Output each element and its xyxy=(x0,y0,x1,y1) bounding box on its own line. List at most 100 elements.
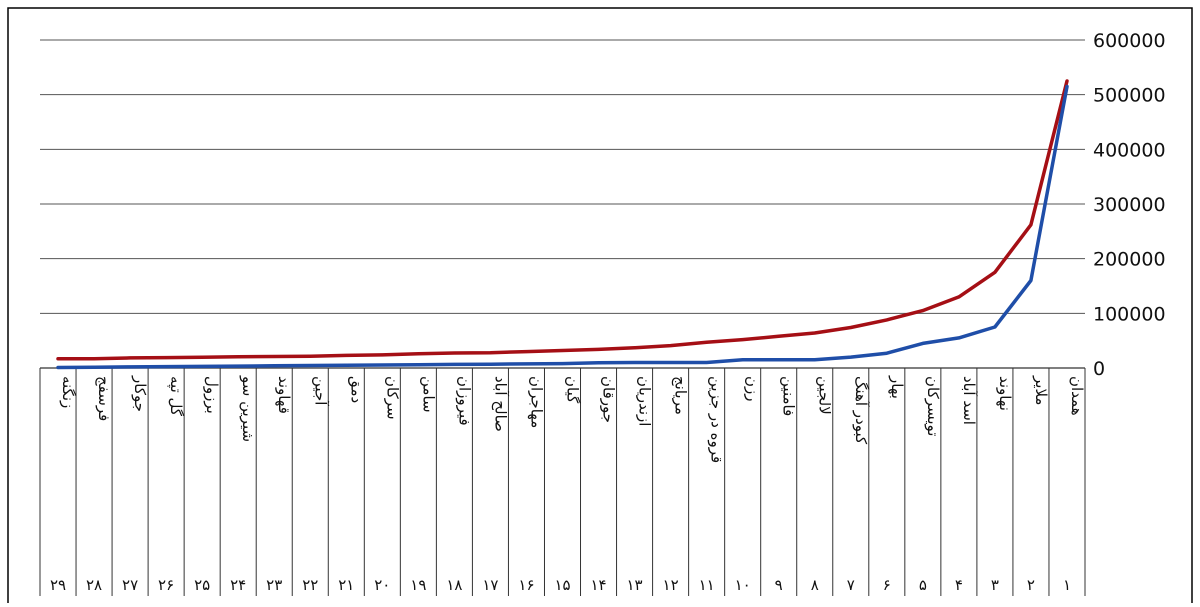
data-point xyxy=(309,364,312,367)
data-point xyxy=(165,356,167,359)
category-label: اسد آباد xyxy=(960,376,978,425)
data-point xyxy=(165,365,167,368)
data-point xyxy=(309,355,312,358)
rank-label: ۱۳ xyxy=(627,576,643,594)
data-point xyxy=(633,361,636,364)
data-point xyxy=(705,341,708,344)
category-label: دمق xyxy=(347,376,365,403)
rank-label: ۱۱ xyxy=(699,576,715,594)
rank-label: ۱۲ xyxy=(663,576,679,594)
data-point xyxy=(201,356,203,359)
data-point xyxy=(777,335,780,338)
category-label: ازندریان xyxy=(636,376,654,426)
data-point xyxy=(381,364,384,366)
rank-label: ۴ xyxy=(955,576,963,594)
data-point xyxy=(994,271,996,274)
rank-label: ۷ xyxy=(847,576,855,594)
data-point xyxy=(489,351,492,354)
rank-label: ۱۹ xyxy=(410,576,426,594)
category-table: همدان ۱ ملایر ۲ نهاوند ۳ اسد آباد ۴ تویسرکان ۵ بها… xyxy=(39,368,1086,596)
data-point xyxy=(922,309,924,312)
y-tick-label: 300000 xyxy=(1093,194,1166,216)
rank-label: ۵ xyxy=(919,576,927,594)
data-point xyxy=(1066,85,1068,88)
rank-label: ۲۵ xyxy=(194,576,210,594)
data-point xyxy=(922,342,924,345)
rank-label: ۲۸ xyxy=(86,576,102,594)
category-label: لالجین xyxy=(816,376,834,415)
rank-label: ۲۴ xyxy=(230,576,246,594)
chart-frame xyxy=(7,7,1193,607)
data-point xyxy=(237,365,239,367)
data-point xyxy=(561,349,564,352)
data-point xyxy=(57,357,59,360)
data-point xyxy=(886,319,888,321)
data-point xyxy=(633,346,636,349)
data-point xyxy=(741,338,744,341)
data-point xyxy=(886,352,888,355)
data-point xyxy=(705,361,708,364)
category-label: ملایر xyxy=(1032,375,1050,405)
data-point xyxy=(669,361,672,364)
data-point xyxy=(849,356,852,358)
data-point xyxy=(1030,223,1032,226)
data-point xyxy=(741,359,744,361)
y-tick-label: 500000 xyxy=(1093,85,1166,107)
data-point xyxy=(777,359,780,361)
rank-label: ۶ xyxy=(883,576,891,594)
y-tick-label: 600000 xyxy=(1093,30,1166,52)
category-label: کبودر آهنگ xyxy=(852,376,870,445)
category-label: صالح آباد xyxy=(491,376,509,432)
data-point xyxy=(813,332,816,334)
data-point xyxy=(597,348,600,351)
data-point xyxy=(813,359,816,361)
rank-label: ۲۳ xyxy=(266,576,282,594)
data-point xyxy=(273,365,276,367)
y-tick-label: 400000 xyxy=(1093,139,1166,161)
rank-label: ۱۷ xyxy=(482,576,498,594)
data-point xyxy=(453,352,456,354)
category-label: همدان xyxy=(1068,376,1086,416)
series-lines xyxy=(56,79,1069,370)
category-label: قروه در جزین xyxy=(708,376,726,463)
data-point xyxy=(958,337,960,339)
category-label: سرکان xyxy=(383,376,401,420)
y-tick-label: 200000 xyxy=(1093,249,1166,271)
category-label: شیرین سو xyxy=(239,375,257,442)
rank-label: ۲۹ xyxy=(50,576,66,594)
category-label: برزول xyxy=(203,376,221,414)
data-point xyxy=(1066,80,1068,82)
data-point xyxy=(381,354,384,356)
data-point xyxy=(93,357,95,360)
y-tick-label: 0 xyxy=(1093,358,1105,380)
rank-label: ۱۴ xyxy=(590,576,606,594)
rank-label: ۲۰ xyxy=(374,576,390,594)
data-point xyxy=(417,363,420,366)
category-label: زنگنه xyxy=(59,376,77,408)
category-label: رزن xyxy=(744,376,762,402)
data-point xyxy=(93,366,95,368)
category-label: مریانج xyxy=(672,376,690,415)
data-point xyxy=(994,326,996,328)
category-label: بهار xyxy=(888,375,906,399)
data-point xyxy=(489,363,492,365)
category-label: آجین xyxy=(311,376,329,406)
rank-label: ۱۵ xyxy=(554,576,570,594)
data-point xyxy=(958,296,960,298)
category-label: گل تپه xyxy=(166,376,185,417)
data-point xyxy=(129,357,131,359)
category-label: نهاوند xyxy=(996,376,1014,411)
data-point xyxy=(525,350,528,353)
data-point xyxy=(525,363,528,365)
data-point xyxy=(237,355,239,358)
category-label: جورقان xyxy=(600,376,618,423)
rank-label: ۸ xyxy=(811,576,819,594)
data-point xyxy=(417,352,420,355)
category-label: فامنین xyxy=(780,376,798,416)
rank-label: ۹ xyxy=(775,576,783,594)
category-label: مهاجران xyxy=(527,376,545,428)
rank-label: ۲ xyxy=(1027,576,1035,594)
rank-label: ۱۸ xyxy=(446,576,462,594)
